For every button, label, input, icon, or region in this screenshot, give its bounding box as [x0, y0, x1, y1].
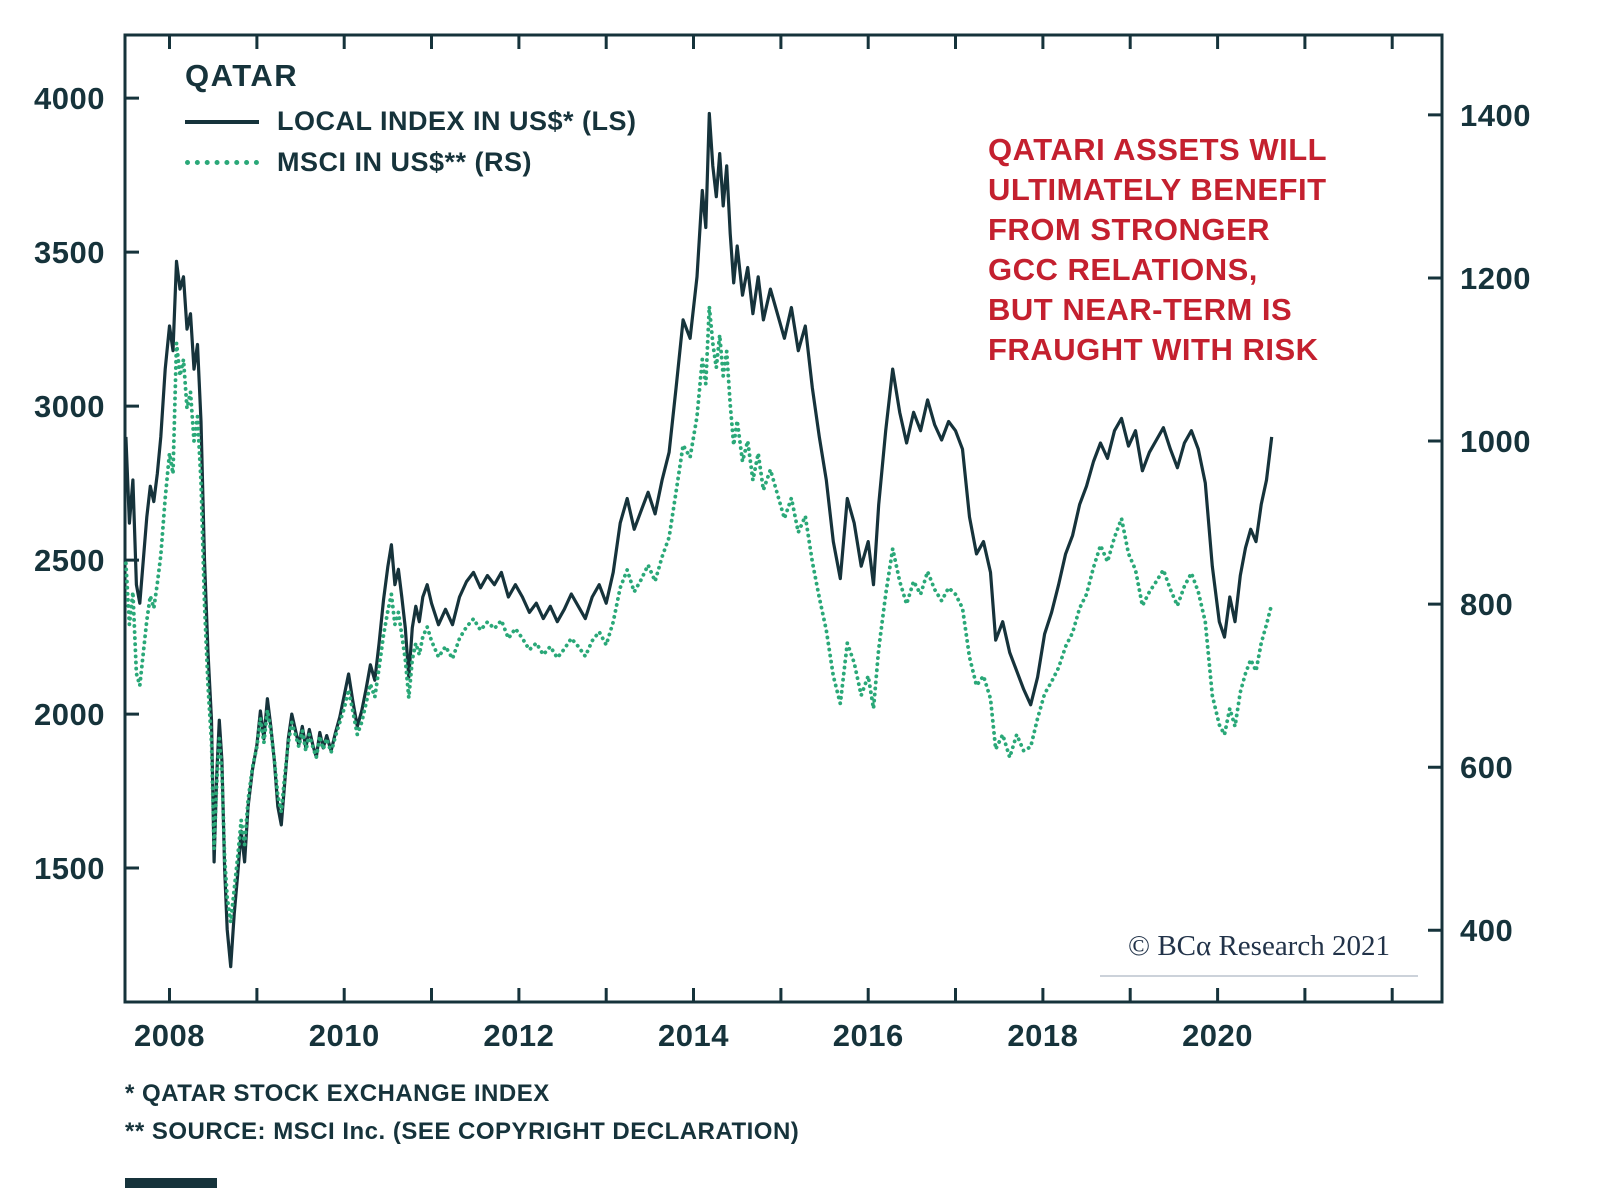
left-axis-tick-label: 3500 [34, 235, 105, 271]
msci-line [124, 304, 1274, 924]
legend-item-local-index: LOCAL INDEX IN US$* (LS) [185, 106, 637, 137]
legend-item-label: MSCI IN US$** (RS) [277, 147, 533, 177]
x-axis-tick-label: 2014 [658, 1018, 730, 1053]
legend-item-msci: MSCI IN US$** (RS) [185, 147, 637, 178]
analyst-annotation: QATARI ASSETS WILL ULTIMATELY BENEFIT FR… [988, 132, 1328, 367]
axis-ticks [125, 35, 1442, 1002]
left-axis-tick-label: 2000 [34, 697, 105, 733]
left-axis-tick-label: 4000 [34, 81, 105, 117]
copyright-notice: © BCα Research 2021 [1100, 930, 1418, 977]
right-axis-tick-label: 800 [1460, 587, 1514, 623]
left-axis-tick-label: 2500 [34, 543, 105, 579]
x-axis-tick-label: 2020 [1182, 1018, 1254, 1053]
right-axis-tick-label: 600 [1460, 750, 1514, 786]
left-axis-tick-label: 1500 [34, 851, 105, 887]
bottom-crop-artifact [125, 1178, 217, 1188]
solid-line-swatch-icon [185, 119, 259, 124]
x-axis-tick-label: 2008 [134, 1018, 206, 1053]
right-axis-tick-label: 1400 [1460, 97, 1531, 133]
x-axis-tick-label: 2016 [832, 1018, 904, 1053]
chart-legend: QATAR LOCAL INDEX IN US$* (LS) MSCI IN U… [185, 58, 637, 188]
plot-frame [123, 33, 1444, 1004]
right-axis-tick-label: 1200 [1460, 260, 1531, 296]
dotted-line-swatch-icon [185, 160, 259, 165]
footnote-qatar-index: * QATAR STOCK EXCHANGE INDEX [125, 1080, 550, 1107]
right-axis-tick-label: 400 [1460, 913, 1514, 949]
right-axis-tick-label: 1000 [1460, 424, 1531, 460]
left-axis-tick-label: 3000 [34, 389, 105, 425]
x-axis-tick-label: 2012 [483, 1018, 555, 1053]
x-axis-tick-label: 2018 [1007, 1018, 1079, 1053]
x-axis-tick-label: 2010 [308, 1018, 380, 1053]
footnote-msci-source: ** SOURCE: MSCI Inc. (SEE COPYRIGHT DECL… [125, 1118, 800, 1145]
chart-title: QATAR [185, 58, 299, 93]
legend-item-label: LOCAL INDEX IN US$* (LS) [277, 106, 637, 136]
